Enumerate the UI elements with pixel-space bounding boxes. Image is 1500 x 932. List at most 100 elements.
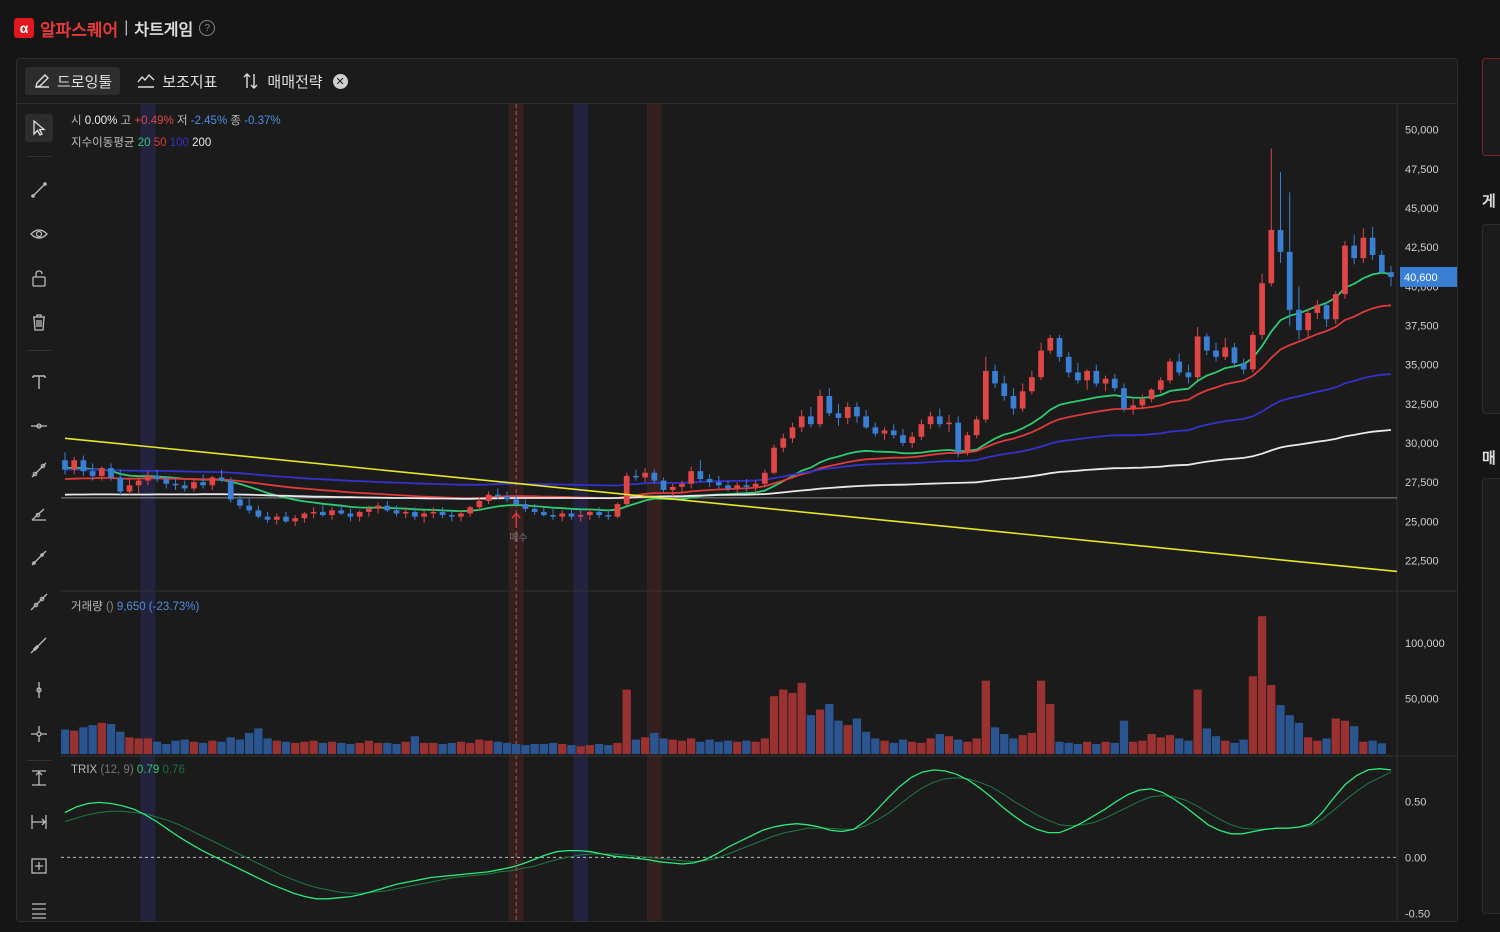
candle-body: [154, 475, 160, 480]
trade-strategy-button[interactable]: 매매전략 ✕: [233, 67, 355, 95]
drawing-tool-button[interactable]: 드로잉툴: [25, 67, 121, 95]
ray-icon[interactable]: [25, 544, 53, 572]
candle-body: [1157, 380, 1164, 390]
candle-body: [540, 511, 547, 516]
volume-bar: [880, 740, 889, 754]
text-icon[interactable]: [25, 368, 53, 396]
date-range-icon[interactable]: [25, 808, 53, 836]
volume-bar: [1230, 742, 1239, 754]
trash-icon[interactable]: [25, 308, 53, 336]
line-segment-icon[interactable]: [25, 176, 53, 204]
price-range-icon[interactable]: [25, 764, 53, 792]
right-panel-box-2: [1482, 478, 1500, 914]
close-strategy-icon[interactable]: ✕: [332, 73, 348, 89]
volume-bar: [189, 741, 199, 754]
alphasquare-logo-icon[interactable]: α: [14, 18, 34, 38]
candle-body: [430, 511, 437, 514]
candle-body: [485, 494, 492, 501]
candle-body: [623, 475, 630, 505]
ema-line-200: [64, 429, 1392, 500]
trend-line-icon[interactable]: [25, 456, 53, 484]
pointer-icon[interactable]: [25, 114, 53, 142]
crosshair-icon[interactable]: [25, 720, 53, 748]
unlock-icon[interactable]: [25, 264, 53, 292]
candle-body: [200, 482, 206, 486]
app-header: α 알파스퀘어 | 차트게임 ?: [14, 14, 216, 42]
volume-bar: [1082, 741, 1092, 754]
candle-body: [62, 460, 68, 470]
volume-bar: [1055, 741, 1064, 754]
volume-value: 9,650 (-23.73%): [116, 601, 200, 613]
ma-period-200: 200: [192, 137, 212, 149]
candle-body: [734, 485, 741, 489]
current-price-badge: [1400, 266, 1457, 287]
volume-bar: [272, 740, 281, 754]
eye-icon[interactable]: [25, 220, 53, 248]
volume-bar: [843, 725, 852, 754]
volume-bar: [60, 729, 70, 754]
angle-line-icon[interactable]: [25, 500, 53, 528]
indicators-button[interactable]: 보조지표: [128, 67, 225, 95]
volume-bar: [659, 738, 668, 754]
brand-name[interactable]: 알파스퀘어: [40, 20, 119, 40]
candle-body: [771, 447, 777, 473]
volume-bar: [1322, 738, 1331, 754]
candle-body: [458, 513, 464, 517]
horizontal-line-icon[interactable]: [25, 412, 53, 440]
candle-body: [163, 479, 170, 484]
candle-body: [568, 513, 575, 517]
right-panel-game-heading: 게: [1482, 193, 1496, 210]
price-axis-tick: 47,500: [1405, 164, 1439, 176]
candle-body: [384, 505, 391, 511]
volume-bar: [484, 740, 493, 754]
trix-axis-tick: 0.50: [1405, 796, 1426, 808]
buy-arrow-icon: [511, 512, 521, 528]
candle-body: [98, 468, 105, 476]
chart-area[interactable]: 50,000 47,500 45,000 42,500 40,000 37,500 35,0…: [60, 104, 1457, 921]
candle-body: [1010, 396, 1017, 409]
volume-bar: [1101, 741, 1110, 754]
candle-body: [218, 477, 225, 481]
candle-body: [669, 486, 676, 490]
candle-body: [1369, 237, 1376, 255]
volume-bar: [447, 742, 456, 754]
candle-body: [890, 430, 897, 436]
volume-bar: [677, 740, 687, 754]
volume-bar: [1147, 734, 1156, 754]
price-axis-tick: 22,500: [1405, 556, 1439, 568]
candle-body: [1038, 350, 1044, 378]
candle-body: [191, 482, 197, 489]
list-icon[interactable]: [25, 896, 53, 921]
candle-body: [246, 505, 253, 511]
ma-label: 지수이동평균: [71, 137, 135, 149]
parallel-channel-icon[interactable]: [25, 632, 53, 660]
volume-bar: [134, 738, 143, 754]
volume-bar: [97, 722, 106, 754]
volume-bar: [1267, 685, 1276, 754]
candle-body: [421, 513, 427, 517]
candle-body: [393, 510, 400, 514]
volume-bar: [208, 740, 217, 754]
volume-bar: [79, 727, 88, 754]
volume-bar: [825, 704, 834, 754]
candle-body: [135, 480, 142, 486]
high-label: 고: [120, 115, 132, 127]
candle-body: [402, 511, 409, 514]
volume-bar: [438, 744, 447, 754]
candle-body: [559, 513, 566, 517]
candle-body: [1268, 229, 1275, 284]
candle-body: [1102, 378, 1109, 384]
sidebar-divider: [27, 760, 51, 761]
volume-bar: [521, 745, 530, 754]
ma-period-100: 100: [169, 137, 189, 149]
add-box-icon[interactable]: [25, 852, 53, 880]
right-panel-trade-heading: 매: [1482, 450, 1496, 467]
help-icon[interactable]: ?: [199, 20, 216, 36]
candle-body: [227, 480, 234, 500]
volume-bar: [162, 744, 171, 754]
vertical-line-icon[interactable]: [25, 676, 53, 704]
price-axis-tick: 32,500: [1405, 399, 1439, 411]
price-chart-svg[interactable]: 50,00047,50045,00042,50040,00037,50035,0…: [60, 104, 1457, 921]
candle-body: [982, 370, 989, 420]
extended-line-icon[interactable]: [25, 588, 53, 616]
